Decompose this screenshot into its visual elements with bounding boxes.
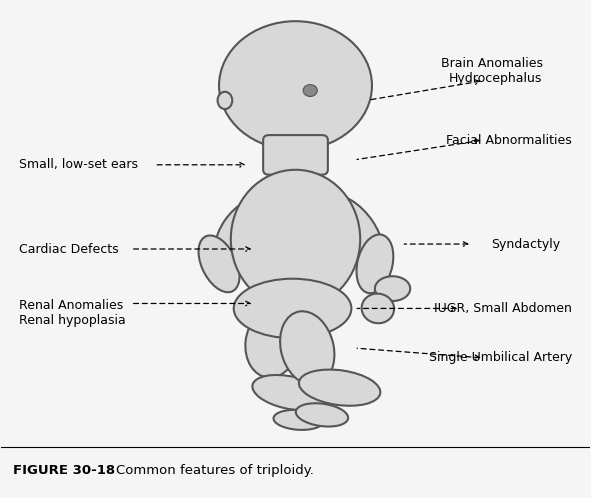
Text: FIGURE 30-18: FIGURE 30-18 <box>13 464 115 477</box>
Text: Syndactyly: Syndactyly <box>491 238 560 250</box>
Text: Brain Anomalies
Hydrocephalus: Brain Anomalies Hydrocephalus <box>440 57 543 85</box>
Text: Renal Anomalies
Renal hypoplasia: Renal Anomalies Renal hypoplasia <box>19 299 126 327</box>
Text: Cardiac Defects: Cardiac Defects <box>19 243 119 255</box>
Ellipse shape <box>299 370 381 406</box>
Ellipse shape <box>245 308 298 377</box>
Text: IUGR, Small Abdomen: IUGR, Small Abdomen <box>434 302 572 315</box>
Text: Single Umbilical Artery: Single Umbilical Artery <box>428 352 572 365</box>
Ellipse shape <box>296 403 348 426</box>
Circle shape <box>219 21 372 150</box>
Ellipse shape <box>356 235 394 293</box>
Ellipse shape <box>217 92 232 109</box>
Circle shape <box>303 85 317 97</box>
FancyBboxPatch shape <box>263 135 328 175</box>
Ellipse shape <box>280 311 335 385</box>
Text: Common features of triploidy.: Common features of triploidy. <box>116 464 314 477</box>
Ellipse shape <box>199 236 239 292</box>
Ellipse shape <box>375 276 410 301</box>
Ellipse shape <box>252 375 327 410</box>
Ellipse shape <box>233 279 352 338</box>
Ellipse shape <box>215 198 270 260</box>
Text: Small, low-set ears: Small, low-set ears <box>19 158 138 171</box>
Ellipse shape <box>362 294 394 323</box>
Ellipse shape <box>231 170 360 308</box>
Text: Facial Abnormalities: Facial Abnormalities <box>446 133 572 146</box>
Ellipse shape <box>326 196 383 262</box>
Ellipse shape <box>274 410 323 430</box>
